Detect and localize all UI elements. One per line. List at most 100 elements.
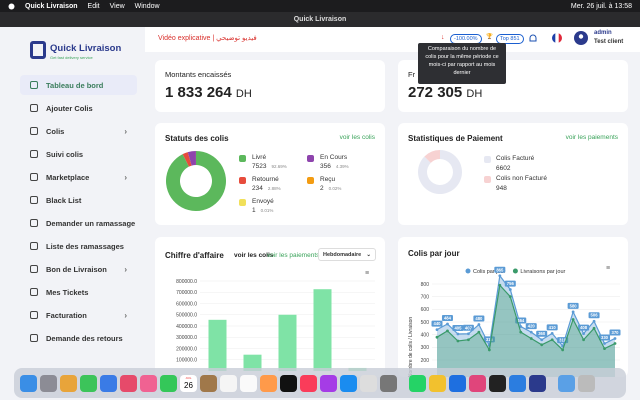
point <box>603 342 606 345</box>
legend-count: 1 <box>252 207 256 214</box>
sidebar-item[interactable]: Ajouter Colis <box>20 98 137 118</box>
dock-icon[interactable] <box>220 374 237 392</box>
menu-icon: ≡ <box>606 265 610 272</box>
dock-icon[interactable] <box>409 374 426 392</box>
dock-icon[interactable] <box>529 374 546 392</box>
avatar[interactable] <box>574 31 588 45</box>
data-label: 484 <box>444 316 452 321</box>
dock-icon[interactable] <box>100 374 117 392</box>
legend-item: Retourné 234 2.88% <box>239 176 281 192</box>
dock-icon[interactable] <box>80 374 97 392</box>
bar <box>313 289 332 371</box>
legend-count: 7523 <box>252 163 267 170</box>
data-label: 464 <box>517 318 525 323</box>
card-title: Montants encaissés <box>165 70 232 79</box>
legend-swatch <box>239 177 246 184</box>
y-tick-label: 800 <box>421 282 430 288</box>
point <box>613 337 617 340</box>
legend-count: 948 <box>496 185 507 192</box>
card-link[interactable]: voir les colis <box>339 134 375 141</box>
data-label: 315 <box>486 337 494 342</box>
sidebar-item[interactable]: Black List <box>20 190 137 210</box>
legend-percent: 0.02% <box>328 186 342 191</box>
user-name: admin <box>594 30 612 36</box>
legend-item: Livré 7523 92.69% <box>239 154 287 170</box>
logo-text: Quick Livraison <box>50 43 122 54</box>
point <box>540 343 544 347</box>
sidebar-icon <box>30 334 38 342</box>
legend-swatch <box>512 268 518 274</box>
flag-icon[interactable] <box>552 33 562 43</box>
dock-icon[interactable] <box>20 374 37 392</box>
pie-slice <box>166 151 226 211</box>
point <box>529 330 533 334</box>
dock-icon[interactable] <box>140 374 157 392</box>
data-label: 370 <box>612 330 620 335</box>
dock-icon[interactable] <box>120 374 137 392</box>
area <box>437 285 615 377</box>
trend-arrow: ↓ <box>441 34 445 41</box>
point <box>571 318 575 321</box>
area <box>437 275 615 377</box>
menu-app[interactable]: Quick Livraison <box>25 2 78 10</box>
sidebar-item[interactable]: Colis › <box>20 121 137 141</box>
video-link[interactable]: Vidéo explicative | فيديو توضيحي <box>158 35 257 42</box>
legend-label: Colis par jour <box>473 269 506 275</box>
point <box>613 342 617 345</box>
period-select[interactable]: Hebdomadaire ⌄ <box>318 248 376 261</box>
dock-icon[interactable] <box>578 374 595 392</box>
legend-count: 2 <box>320 185 324 192</box>
dock-icon[interactable] <box>260 374 277 392</box>
legend-values: 234 2.88% <box>252 185 281 192</box>
dock-icon[interactable] <box>300 374 317 392</box>
sidebar-item[interactable]: Facturation › <box>20 305 137 325</box>
point <box>456 332 460 336</box>
dock-icon[interactable] <box>280 374 297 392</box>
menu-item[interactable]: Window <box>134 2 160 10</box>
sidebar-item[interactable]: Demande des retours <box>20 328 137 348</box>
calendar-icon[interactable]: JUIL 26 <box>180 374 197 392</box>
data-label: 506 <box>591 313 599 318</box>
dock-icon[interactable] <box>558 374 575 392</box>
sidebar-item[interactable]: Marketplace › <box>20 167 137 187</box>
menu-item[interactable]: Edit <box>87 2 100 10</box>
bell-icon[interactable] <box>528 33 538 44</box>
dock-icon[interactable] <box>240 374 257 392</box>
sidebar: Quick Livraison Get fast delivery servic… <box>0 27 145 368</box>
dock-icon[interactable] <box>360 374 377 392</box>
sidebar-item[interactable]: Suivi colis <box>20 144 137 164</box>
sidebar-item[interactable]: Bon de Livraison › <box>20 259 137 279</box>
y-tick-label: 300000.0 <box>176 335 197 341</box>
data-label-bg <box>546 324 558 331</box>
legend-swatch <box>484 156 491 163</box>
y-tick-label: 500000.0 <box>176 313 197 319</box>
dock-icon[interactable] <box>200 374 217 392</box>
card-link[interactable]: voir les paiements <box>267 252 320 259</box>
card-link[interactable]: voir les colis <box>234 252 274 259</box>
card-link[interactable]: voir les paiements <box>565 134 618 141</box>
legend-count: 356 <box>320 163 331 170</box>
sidebar-label: Ajouter Colis <box>46 103 93 113</box>
dock-icon[interactable] <box>429 374 446 392</box>
dock-icon[interactable] <box>60 374 77 392</box>
dock-icon[interactable] <box>40 374 57 392</box>
window-title: Quick Livraison <box>0 12 640 27</box>
sidebar-item[interactable]: Mes Tickets <box>20 282 137 302</box>
dock-icon[interactable] <box>320 374 337 392</box>
dock-icon[interactable] <box>469 374 486 392</box>
dock-icon[interactable] <box>449 374 466 392</box>
card: Statuts des colis voir les colis Livré 75… <box>155 123 385 225</box>
point <box>592 326 596 330</box>
sidebar-item[interactable]: Tableau de bord <box>20 75 137 95</box>
dock-icon[interactable] <box>160 374 177 392</box>
dock-icon[interactable] <box>489 374 506 392</box>
dock-icon[interactable] <box>380 374 397 392</box>
dock-icon[interactable] <box>340 374 357 392</box>
sidebar-item[interactable]: Liste des ramassages <box>20 236 137 256</box>
card-title: Statuts des colis <box>165 134 229 143</box>
sidebar-item[interactable]: Demander un ramassage <box>20 213 137 233</box>
legend-percent: 4.39% <box>335 164 349 169</box>
dock-icon[interactable] <box>509 374 526 392</box>
clock: Mer. 26 juil. à 13:58 <box>570 2 632 10</box>
menu-item[interactable]: View <box>109 2 125 10</box>
